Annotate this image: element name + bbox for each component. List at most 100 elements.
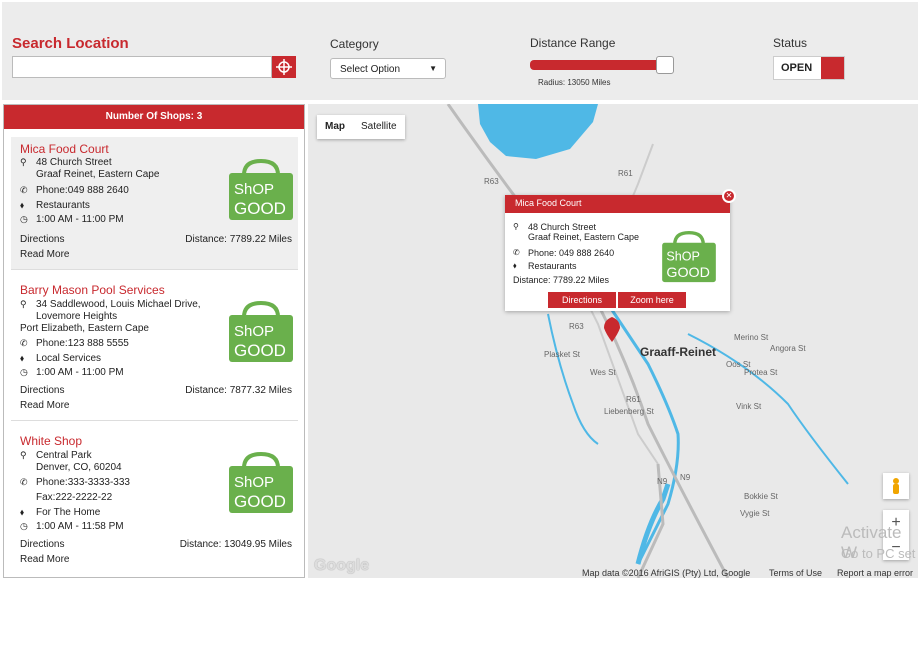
road bbox=[636, 463, 665, 578]
category-text: Restaurants bbox=[36, 200, 90, 211]
directions-link[interactable]: Directions bbox=[20, 385, 65, 396]
road-label: R61 bbox=[618, 169, 633, 178]
shop-hours: ◷ 1:00 AM - 11:00 PM bbox=[20, 214, 124, 226]
google-logo[interactable]: Google bbox=[314, 557, 370, 574]
zoom-in-button[interactable]: + bbox=[891, 514, 901, 531]
clock-icon: ◷ bbox=[20, 367, 28, 377]
street-label: Vink St bbox=[736, 402, 762, 411]
status-toggle-knob[interactable] bbox=[821, 57, 844, 79]
map-canvas[interactable] bbox=[308, 104, 918, 578]
read-more-link[interactable]: Read More bbox=[20, 249, 70, 260]
category-select[interactable]: Select Option ▼ bbox=[330, 58, 446, 79]
logo-text: ShOP bbox=[234, 474, 274, 491]
tag-icon: ⬧ bbox=[20, 507, 25, 517]
read-more-link[interactable]: Read More bbox=[20, 400, 70, 411]
category-text: Restaurants bbox=[528, 261, 577, 271]
address-line: 48 Church Street bbox=[36, 157, 112, 168]
directions-link[interactable]: Directions bbox=[20, 234, 65, 245]
shop-list-panel: Number Of Shops: 3 Mica Food Court ⚲ 48 … bbox=[3, 104, 305, 578]
distance-text: Distance: 13049.95 Miles bbox=[179, 539, 292, 550]
river bbox=[635, 483, 671, 565]
phone-icon: ✆ bbox=[20, 185, 28, 195]
phone-text: Phone: 049 888 2640 bbox=[528, 248, 615, 258]
status-toggle[interactable]: OPEN bbox=[773, 56, 845, 80]
info-category: ⬧ Restaurants bbox=[513, 261, 577, 271]
phone-text: Phone:333-3333-333 bbox=[36, 477, 130, 488]
info-address: ⚲ 48 Church Street Graaf Reinet, Eastern C… bbox=[513, 222, 639, 242]
shop-card[interactable]: White Shop ⚲ Central Park Denver, CO, 602… bbox=[11, 422, 298, 572]
map-pin-icon: ⚲ bbox=[20, 157, 27, 167]
shop-phone: ✆ Phone:123 888 5555 bbox=[20, 338, 129, 350]
address-line: Central Park bbox=[36, 450, 92, 461]
map-type-map-button[interactable]: Map bbox=[325, 121, 345, 132]
map-view[interactable]: R63 R61 R63 R61 N9 N9 Merino St Angora S… bbox=[308, 104, 918, 578]
street-label: Wes St bbox=[590, 368, 616, 377]
logo-text: ShOP bbox=[666, 249, 700, 263]
street-label: Vygie St bbox=[740, 509, 770, 518]
shop-card[interactable]: Mica Food Court ⚲ 48 Church Street Graaf … bbox=[11, 137, 298, 270]
map-type-satellite-button[interactable]: Satellite bbox=[361, 121, 397, 132]
map-pin-icon: ⚲ bbox=[513, 222, 519, 231]
info-phone: ✆ Phone: 049 888 2640 bbox=[513, 248, 614, 258]
address-line: Denver, CO, 60204 bbox=[36, 462, 122, 473]
shop-for-good-logo: ShOP GOOD bbox=[229, 452, 293, 513]
search-input[interactable] bbox=[12, 56, 272, 78]
shop-phone: ✆ Phone:049 888 2640 bbox=[20, 185, 129, 197]
shop-category: ⬧ For The Home bbox=[20, 507, 100, 519]
phone-icon: ✆ bbox=[20, 477, 28, 487]
map-attribution: Map data ©2016 AfriGIS (Pty) Ltd, Google bbox=[582, 568, 751, 578]
shop-category: ⬧ Restaurants bbox=[20, 200, 90, 212]
caret-down-icon: ▼ bbox=[429, 64, 437, 73]
shop-count-header: Number Of Shops: 3 bbox=[4, 105, 304, 129]
distance-slider-track[interactable] bbox=[530, 60, 660, 70]
zoom-control: + − bbox=[883, 510, 909, 560]
zoom-out-button[interactable]: − bbox=[891, 539, 901, 556]
search-location-title: Search Location bbox=[12, 35, 129, 52]
logo-text: ShOP bbox=[234, 181, 274, 198]
shop-hours: ◷ 1:00 AM - 11:00 PM bbox=[20, 367, 124, 379]
directions-link[interactable]: Directions bbox=[20, 539, 65, 550]
shop-name[interactable]: Barry Mason Pool Services bbox=[20, 283, 165, 297]
logo-text: GOOD bbox=[234, 341, 286, 360]
category-select-value: Select Option bbox=[340, 64, 401, 75]
clock-icon: ◷ bbox=[20, 214, 28, 224]
street-label: Oos St bbox=[726, 360, 751, 369]
info-distance: Distance: 7789.22 Miles bbox=[513, 275, 609, 285]
windows-activation-watermark: Go to PC set bbox=[841, 546, 916, 561]
terms-of-use-link[interactable]: Terms of Use bbox=[769, 568, 823, 578]
phone-text: Phone:123 888 5555 bbox=[36, 338, 129, 349]
report-map-error-link[interactable]: Report a map error bbox=[837, 568, 914, 578]
shop-hours: ◷ 1:00 AM - 11:58 PM bbox=[20, 521, 124, 533]
info-zoom-here-button[interactable]: Zoom here bbox=[618, 292, 686, 308]
address-line: Graaf Reinet, Eastern Cape bbox=[36, 169, 160, 180]
shop-name[interactable]: Mica Food Court bbox=[20, 142, 109, 156]
map-pin-icon: ⚲ bbox=[20, 450, 27, 460]
river bbox=[687, 333, 849, 485]
street-view-pegman-icon[interactable] bbox=[883, 473, 909, 499]
distance-range-label: Distance Range bbox=[530, 36, 616, 50]
read-more-link[interactable]: Read More bbox=[20, 554, 70, 565]
locate-button[interactable] bbox=[272, 56, 296, 78]
category-text: For The Home bbox=[36, 507, 101, 518]
distance-text: Distance: 7877.32 Miles bbox=[185, 385, 292, 396]
map-marker[interactable] bbox=[604, 317, 620, 342]
distance-slider-handle[interactable] bbox=[656, 56, 674, 74]
road-label: R63 bbox=[484, 177, 499, 186]
shop-address-city: Port Elizabeth, Eastern Cape bbox=[20, 323, 149, 335]
shop-name[interactable]: White Shop bbox=[20, 434, 83, 448]
info-directions-button[interactable]: Directions bbox=[548, 292, 616, 308]
phone-text: Phone:049 888 2640 bbox=[36, 185, 129, 196]
address-line: 34 Saddlewood, Louis Michael Drive, bbox=[36, 299, 201, 310]
category-label: Category bbox=[330, 37, 379, 51]
close-icon[interactable]: ✕ bbox=[722, 189, 736, 203]
shop-for-good-logo: ShOP GOOD bbox=[229, 301, 293, 362]
shop-card[interactable]: Barry Mason Pool Services ⚲ 34 Saddlewoo… bbox=[11, 271, 298, 421]
fax-text: Fax:222-2222-22 bbox=[36, 492, 113, 503]
address-line: Port Elizabeth, Eastern Cape bbox=[20, 323, 149, 334]
filter-bar: Search Location Category Select Option ▼… bbox=[2, 2, 918, 100]
reservoir bbox=[478, 104, 598, 159]
road-label: R61 bbox=[626, 395, 641, 404]
windows-activation-watermark: Activate W bbox=[841, 523, 902, 562]
shop-category: ⬧ Local Services bbox=[20, 353, 101, 365]
distance-text: Distance: 7789.22 Miles bbox=[513, 275, 610, 285]
